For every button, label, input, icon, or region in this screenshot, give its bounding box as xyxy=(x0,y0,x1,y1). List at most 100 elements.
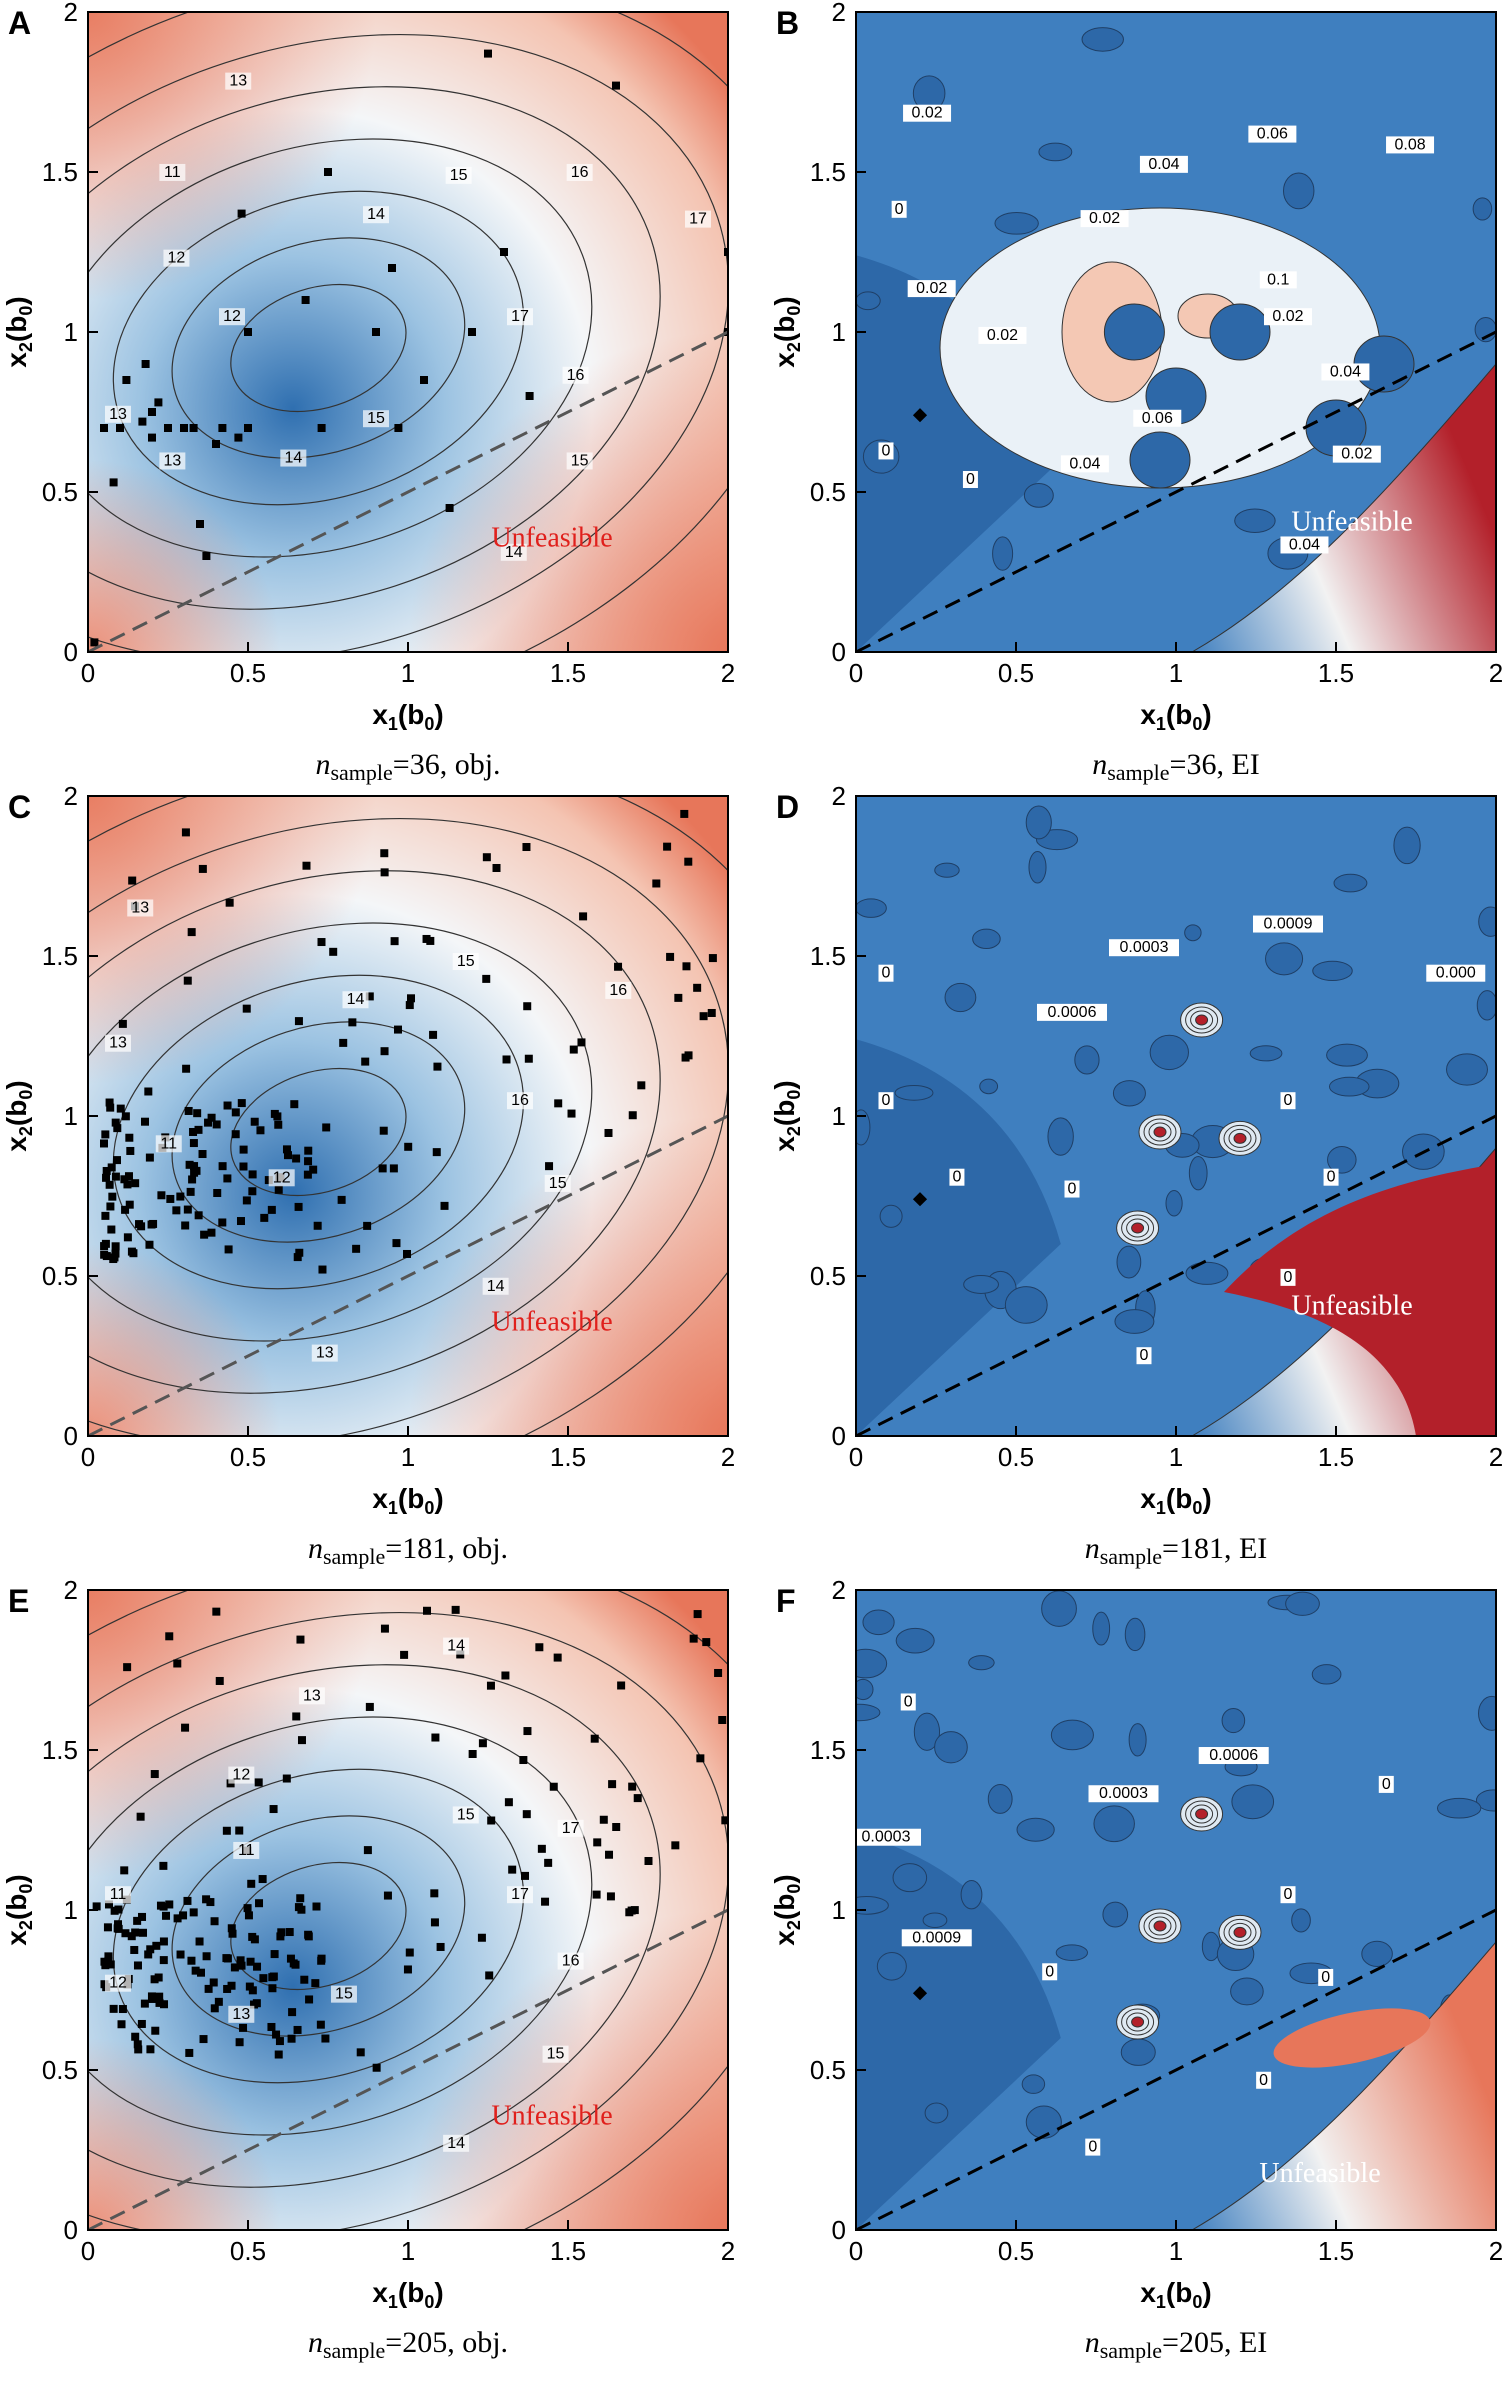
sample-point xyxy=(304,1932,313,1941)
sample-point xyxy=(269,1805,278,1814)
sample-point xyxy=(372,328,380,336)
sample-point xyxy=(363,1221,372,1230)
sample-point xyxy=(274,1185,283,1194)
ei-blob xyxy=(1249,1045,1283,1062)
sample-point xyxy=(227,1981,236,1990)
sample-point xyxy=(100,1242,109,1251)
contour-label-bg xyxy=(342,991,369,1009)
sample-point xyxy=(122,376,131,384)
contour-label-bg xyxy=(856,1828,921,1846)
y-tick-label: 0 xyxy=(64,1421,78,1451)
sample-point xyxy=(426,936,435,945)
sample-point xyxy=(236,1956,245,1965)
contour-label-bg xyxy=(878,442,894,460)
ei-blob xyxy=(856,1648,888,1679)
sample-point xyxy=(136,1812,145,1821)
sample-point xyxy=(246,1957,255,1966)
sample-point xyxy=(294,1017,303,1026)
sample-point xyxy=(192,1166,201,1175)
sample-point xyxy=(433,1062,442,1071)
contour-label-bg xyxy=(542,2045,569,2063)
sample-point xyxy=(196,520,204,528)
sample-point xyxy=(644,1856,653,1865)
feasibility-line xyxy=(88,330,728,652)
ei-blob xyxy=(994,212,1039,235)
sample-point xyxy=(209,1978,218,1987)
x-axis-title: x1(b0) xyxy=(372,1483,443,1518)
contour-label: 0.02 xyxy=(1341,446,1372,463)
sample-point xyxy=(682,962,691,971)
sample-point xyxy=(590,1734,599,1743)
sample-point xyxy=(101,1211,110,1220)
sample-point xyxy=(165,1900,174,1909)
sample-point xyxy=(339,1038,348,1047)
contour-label-bg xyxy=(1064,1180,1080,1198)
sample-point xyxy=(224,1245,233,1254)
sample-point xyxy=(104,1900,113,1909)
contour-label-bg xyxy=(1139,155,1188,173)
ei-blob xyxy=(1327,1145,1357,1174)
ei-blob xyxy=(987,1783,1013,1814)
contour-label-bg xyxy=(443,2134,470,2152)
sample-point xyxy=(284,1151,293,1160)
contour-line xyxy=(88,870,661,1394)
ei-blob xyxy=(992,536,1014,571)
contour-label: 0.0009 xyxy=(912,1929,961,1946)
sample-point xyxy=(188,1175,197,1184)
sample-point xyxy=(485,1971,494,1980)
contour-label-bg xyxy=(1256,2071,1272,2089)
sample-point xyxy=(181,1221,190,1230)
sample-point xyxy=(317,424,326,432)
contour-label-bg xyxy=(1378,1775,1394,1793)
sample-point xyxy=(198,864,207,873)
x-tick-label: 2 xyxy=(721,658,735,688)
sample-point xyxy=(248,1187,257,1196)
contour-label-bg xyxy=(962,470,978,488)
ei-blob xyxy=(856,1109,871,1146)
sample-point xyxy=(196,1968,205,1977)
contour-label: 15 xyxy=(367,410,385,427)
sample-point xyxy=(285,1928,294,1937)
sample-point xyxy=(189,1127,198,1136)
contour-label-bg xyxy=(105,1886,131,1904)
sample-point xyxy=(189,424,198,432)
sample-point xyxy=(187,1956,196,1965)
sample-point xyxy=(236,1217,245,1226)
panel-letter: F xyxy=(776,1583,796,1619)
contour-line xyxy=(112,974,525,1290)
ei-blob xyxy=(1291,1908,1311,1933)
ei-blob xyxy=(934,1731,968,1764)
x-tick-label: 1.5 xyxy=(550,658,586,688)
contour-label-bg xyxy=(1259,271,1297,289)
sample-point xyxy=(270,1109,279,1118)
y-axis-title: x2(b0) xyxy=(769,1874,804,1945)
sample-point xyxy=(250,1117,259,1126)
contour-label: 0.02 xyxy=(1089,210,1120,227)
y-tick-label: 1 xyxy=(832,317,846,347)
contour-label: 0 xyxy=(882,1092,891,1109)
ei-blob xyxy=(979,1078,999,1095)
contour-label: 17 xyxy=(689,211,707,228)
contour-label-bg xyxy=(1088,1785,1159,1803)
sample-point xyxy=(235,1826,244,1835)
sample-point xyxy=(380,868,389,877)
x-tick-label: 1 xyxy=(401,2236,415,2266)
ei-blob xyxy=(879,1204,903,1228)
contour-label: 0 xyxy=(1045,1963,1054,1980)
contour-label-bg xyxy=(1280,1886,1296,1904)
sample-point xyxy=(222,1826,231,1835)
y-tick-label: 0.5 xyxy=(810,477,846,507)
x-tick-label: 0.5 xyxy=(998,1442,1034,1472)
sample-point xyxy=(430,1889,439,1898)
sample-point xyxy=(579,912,588,921)
ei-blob xyxy=(1102,1901,1129,1928)
sample-point xyxy=(202,1895,211,1904)
sample-point xyxy=(304,1157,313,1166)
feasibility-line xyxy=(856,330,1496,652)
sample-point xyxy=(159,1861,168,1870)
sample-point xyxy=(218,424,227,432)
contour-label-bg xyxy=(311,1344,338,1362)
x-tick-label: 1 xyxy=(401,1442,415,1472)
sample-point xyxy=(567,1109,576,1118)
sample-point xyxy=(684,857,693,866)
